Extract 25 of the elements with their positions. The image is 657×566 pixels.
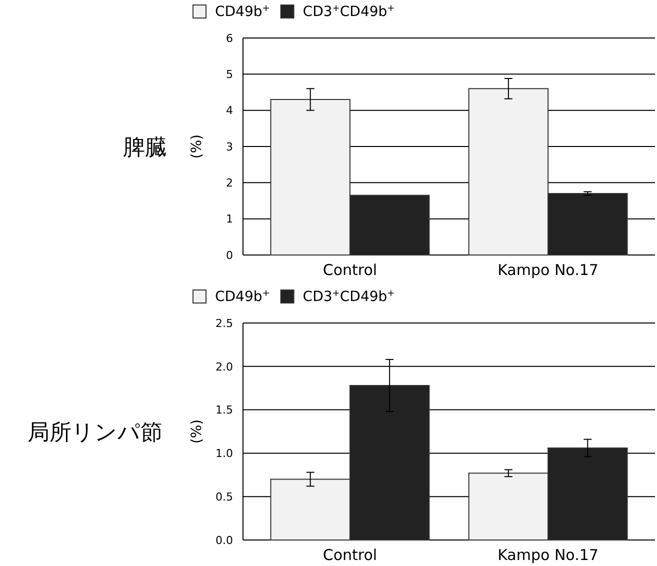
text: 局所リンパ節 xyxy=(28,420,162,446)
legend-label: CD49b$^{+}$ xyxy=(215,289,270,305)
y-tick-label: 3 xyxy=(226,140,233,154)
y-tick-label: 1 xyxy=(226,212,233,226)
x-tick-label: Kampo No.17 xyxy=(498,261,598,279)
x-tick-label: Control xyxy=(322,261,378,279)
y-tick-label: 6 xyxy=(226,32,233,45)
y-axis-title: (%) xyxy=(189,419,205,444)
y-tick-label: 0 xyxy=(226,248,233,262)
legend-label: CD49b$^{+}$ xyxy=(215,4,270,20)
y-tick-label: 2.0 xyxy=(216,360,233,374)
y-tick-label: 0.5 xyxy=(216,490,233,504)
y-tick-label: 0.0 xyxy=(216,534,233,547)
y-tick-label: 1.5 xyxy=(216,404,233,417)
y-axis-title: (%) xyxy=(189,134,205,159)
y-tick-label: 1.0 xyxy=(216,447,233,460)
y-tick-label: 4 xyxy=(226,104,233,118)
text: 脾臓 xyxy=(123,136,167,160)
y-tick-label: 2 xyxy=(226,176,233,190)
y-tick-label: 5 xyxy=(226,68,233,82)
x-tick-label: Control xyxy=(322,546,378,564)
y-tick-label: 2.5 xyxy=(216,316,233,330)
legend-label: CD3$^{+}$CD49b$^{+}$ xyxy=(302,4,395,20)
x-tick-label: Kampo No.17 xyxy=(498,546,598,564)
legend-label: CD3$^{+}$CD49b$^{+}$ xyxy=(302,289,395,305)
